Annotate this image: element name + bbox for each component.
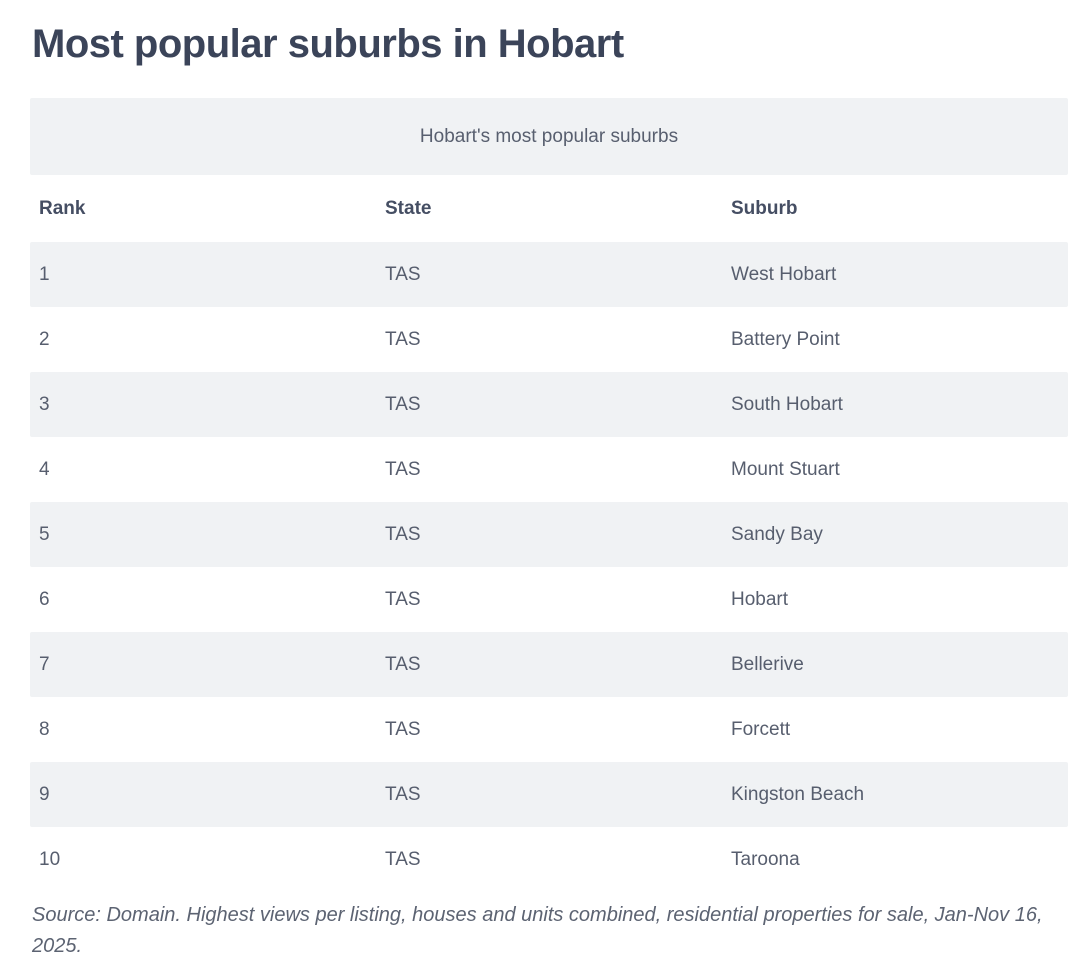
- table-row: 10 TAS Taroona: [30, 827, 1068, 892]
- suburb-cell: Kingston Beach: [731, 783, 865, 805]
- state-cell: TAS: [385, 848, 421, 870]
- rank-cell: 10: [39, 848, 61, 870]
- suburb-cell: Forcett: [731, 718, 791, 740]
- state-cell: TAS: [385, 523, 421, 545]
- table-caption-text: Hobart's most popular suburbs: [419, 125, 679, 147]
- table-row: 3 TAS South Hobart: [30, 372, 1068, 437]
- table-row: 2 TAS Battery Point: [30, 307, 1068, 372]
- suburb-cell: Battery Point: [731, 328, 840, 350]
- suburb-cell: Mount Stuart: [731, 458, 840, 480]
- table-caption-band: Hobart's most popular suburbs: [30, 98, 1068, 175]
- suburb-cell: West Hobart: [731, 263, 837, 285]
- table-row: 4 TAS Mount Stuart: [30, 437, 1068, 502]
- page: Most popular suburbs in Hobart Hobart's …: [0, 20, 1080, 955]
- state-cell: TAS: [385, 393, 421, 415]
- rank-cell: 4: [39, 458, 50, 480]
- suburb-cell: Hobart: [731, 588, 789, 610]
- suburb-cell: Taroona: [731, 848, 800, 870]
- state-cell: TAS: [385, 718, 421, 740]
- table-row: 1 TAS West Hobart: [30, 242, 1068, 307]
- table-row: 8 TAS Forcett: [30, 697, 1068, 762]
- table-row: 9 TAS Kingston Beach: [30, 762, 1068, 827]
- table-row: 6 TAS Hobart: [30, 567, 1068, 632]
- state-cell: TAS: [385, 263, 421, 285]
- column-header-state: State: [385, 197, 432, 219]
- rank-cell: 6: [39, 588, 50, 610]
- rank-cell: 1: [39, 263, 50, 285]
- rank-cell: 8: [39, 718, 50, 740]
- rank-cell: 3: [39, 393, 50, 415]
- rank-cell: 9: [39, 783, 50, 805]
- rank-cell: 2: [39, 328, 50, 350]
- suburb-cell: Bellerive: [731, 653, 804, 675]
- table-header-row: Rank State Suburb: [30, 175, 1068, 242]
- table-row: 7 TAS Bellerive: [30, 632, 1068, 697]
- table-row: 5 TAS Sandy Bay: [30, 502, 1068, 567]
- rank-cell: 7: [39, 653, 50, 675]
- state-cell: TAS: [385, 458, 421, 480]
- column-header-suburb: Suburb: [731, 197, 798, 219]
- page-title: Most popular suburbs in Hobart: [32, 22, 624, 66]
- state-cell: TAS: [385, 653, 421, 675]
- rank-cell: 5: [39, 523, 50, 545]
- state-cell: TAS: [385, 328, 421, 350]
- suburb-cell: South Hobart: [731, 393, 843, 415]
- suburbs-table: Hobart's most popular suburbs Rank State…: [30, 98, 1068, 892]
- column-header-rank: Rank: [39, 197, 86, 219]
- state-cell: TAS: [385, 783, 421, 805]
- suburb-cell: Sandy Bay: [731, 523, 823, 545]
- source-note: Source: Domain. Highest views per listin…: [32, 904, 1043, 955]
- table-body: 1 TAS West Hobart 2 TAS Battery Point 3 TAS Sout…: [30, 242, 1068, 892]
- state-cell: TAS: [385, 588, 421, 610]
